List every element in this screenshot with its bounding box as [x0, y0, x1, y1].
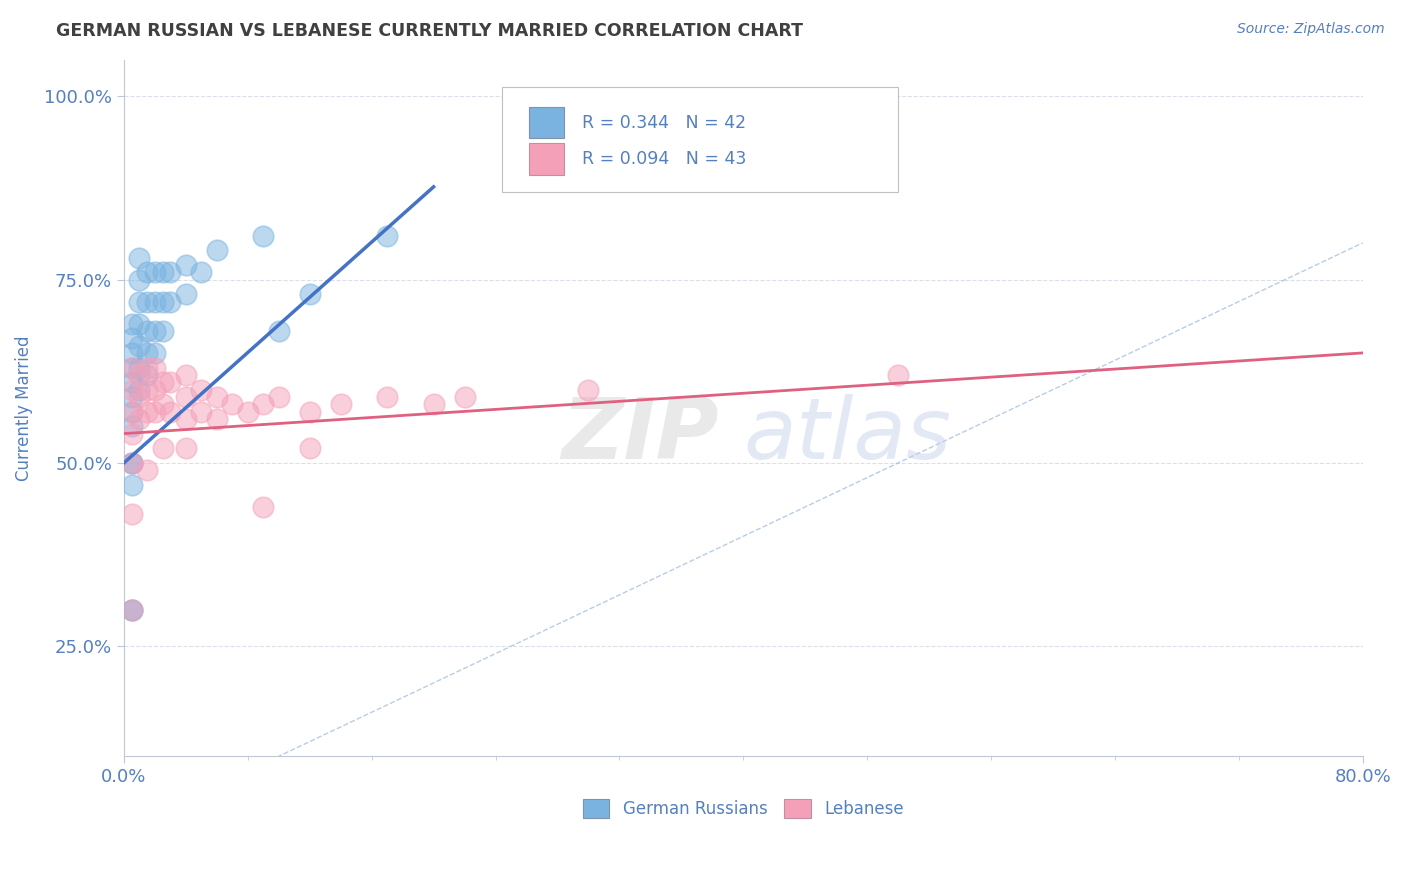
Point: [136, 294, 159, 309]
Point: [121, 383, 143, 397]
Legend: German Russians, Lebanese: German Russians, Lebanese: [576, 792, 911, 824]
Point: [143, 360, 166, 375]
Point: [136, 346, 159, 360]
Point: [174, 442, 197, 456]
Point: [152, 265, 174, 279]
Text: atlas: atlas: [744, 394, 952, 477]
Point: [143, 383, 166, 397]
Point: [136, 324, 159, 338]
Point: [143, 404, 166, 418]
Text: ZIP: ZIP: [561, 394, 718, 477]
Point: [128, 412, 150, 426]
Point: [329, 397, 352, 411]
Point: [453, 390, 475, 404]
Point: [128, 294, 150, 309]
Point: [121, 317, 143, 331]
Point: [159, 265, 181, 279]
Point: [252, 500, 274, 514]
Point: [121, 602, 143, 616]
Point: [267, 390, 290, 404]
Point: [375, 228, 398, 243]
Point: [174, 258, 197, 272]
Point: [578, 383, 600, 397]
Point: [298, 442, 321, 456]
Point: [121, 508, 143, 522]
Point: [143, 265, 166, 279]
Point: [152, 294, 174, 309]
Point: [128, 383, 150, 397]
Point: [121, 346, 143, 360]
Point: [128, 390, 150, 404]
Text: R = 0.344   N = 42: R = 0.344 N = 42: [582, 113, 747, 132]
Point: [174, 368, 197, 382]
Point: [159, 404, 181, 418]
Point: [152, 376, 174, 390]
Point: [152, 442, 174, 456]
Point: [190, 265, 212, 279]
Point: [128, 251, 150, 265]
Point: [143, 294, 166, 309]
Point: [298, 287, 321, 301]
Bar: [529, 107, 564, 138]
Point: [121, 390, 143, 404]
Point: [121, 419, 143, 434]
Point: [121, 404, 143, 418]
Point: [136, 463, 159, 477]
Text: Source: ZipAtlas.com: Source: ZipAtlas.com: [1237, 22, 1385, 37]
Point: [128, 360, 150, 375]
Point: [136, 383, 159, 397]
Point: [174, 390, 197, 404]
Point: [128, 368, 150, 382]
Point: [267, 324, 290, 338]
Point: [128, 338, 150, 352]
Point: [121, 331, 143, 345]
Point: [205, 244, 228, 258]
Point: [159, 294, 181, 309]
Point: [136, 265, 159, 279]
Point: [121, 360, 143, 375]
Point: [159, 376, 181, 390]
Point: [121, 376, 143, 390]
Point: [375, 390, 398, 404]
Point: [121, 456, 143, 470]
Point: [205, 412, 228, 426]
Y-axis label: Currently Married: Currently Married: [15, 335, 32, 481]
Point: [887, 368, 910, 382]
FancyBboxPatch shape: [502, 87, 898, 192]
Point: [252, 397, 274, 411]
Point: [128, 272, 150, 286]
Point: [121, 456, 143, 470]
Point: [121, 404, 143, 418]
Point: [422, 397, 444, 411]
Point: [298, 404, 321, 418]
Point: [121, 602, 143, 616]
Point: [136, 360, 159, 375]
Point: [121, 602, 143, 616]
Bar: [529, 144, 564, 175]
Point: [128, 317, 150, 331]
Point: [152, 397, 174, 411]
Text: GERMAN RUSSIAN VS LEBANESE CURRENTLY MARRIED CORRELATION CHART: GERMAN RUSSIAN VS LEBANESE CURRENTLY MAR…: [56, 22, 803, 40]
Point: [190, 404, 212, 418]
Point: [174, 287, 197, 301]
Point: [252, 228, 274, 243]
Point: [205, 390, 228, 404]
Point: [143, 324, 166, 338]
Point: [236, 404, 259, 418]
Point: [221, 397, 243, 411]
Point: [121, 426, 143, 441]
Point: [143, 346, 166, 360]
Point: [190, 383, 212, 397]
Point: [136, 404, 159, 418]
Point: [121, 456, 143, 470]
Point: [121, 360, 143, 375]
Point: [174, 412, 197, 426]
Point: [152, 324, 174, 338]
Text: R = 0.094   N = 43: R = 0.094 N = 43: [582, 150, 747, 168]
Point: [136, 368, 159, 382]
Point: [121, 478, 143, 492]
